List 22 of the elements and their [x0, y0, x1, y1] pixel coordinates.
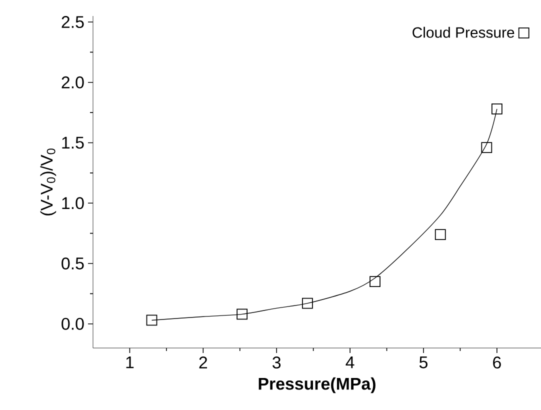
point: [370, 276, 380, 288]
x-axis-title: Pressure(MPa): [258, 377, 376, 394]
y-tick-label: 0.0: [62, 318, 84, 330]
y-axis-title: (V-V$_{0}$)/V$_{0}$: [40, 148, 56, 216]
x-tick-label: 1: [126, 356, 134, 368]
y-tick-label: 2.5: [62, 16, 84, 28]
legend-label: Cloud Pressure: [412, 26, 514, 38]
y-tick-label: 1.5: [62, 136, 84, 149]
point: [491, 104, 502, 114]
x-tick-label: 4: [346, 356, 354, 368]
x-tick-label: 5: [419, 356, 428, 368]
y-tick-label: 1.0: [62, 197, 84, 210]
point: [481, 142, 492, 154]
point: [146, 314, 158, 326]
x-tick-label: 3: [272, 356, 281, 369]
x-tick-label: 6: [493, 356, 501, 369]
x-tick-label: 2: [199, 356, 208, 368]
point: [302, 298, 313, 309]
y-tick-label: 0.5: [62, 257, 84, 270]
point: [236, 308, 248, 320]
y-tick-label: 2.0: [62, 76, 84, 88]
point: [434, 229, 446, 240]
